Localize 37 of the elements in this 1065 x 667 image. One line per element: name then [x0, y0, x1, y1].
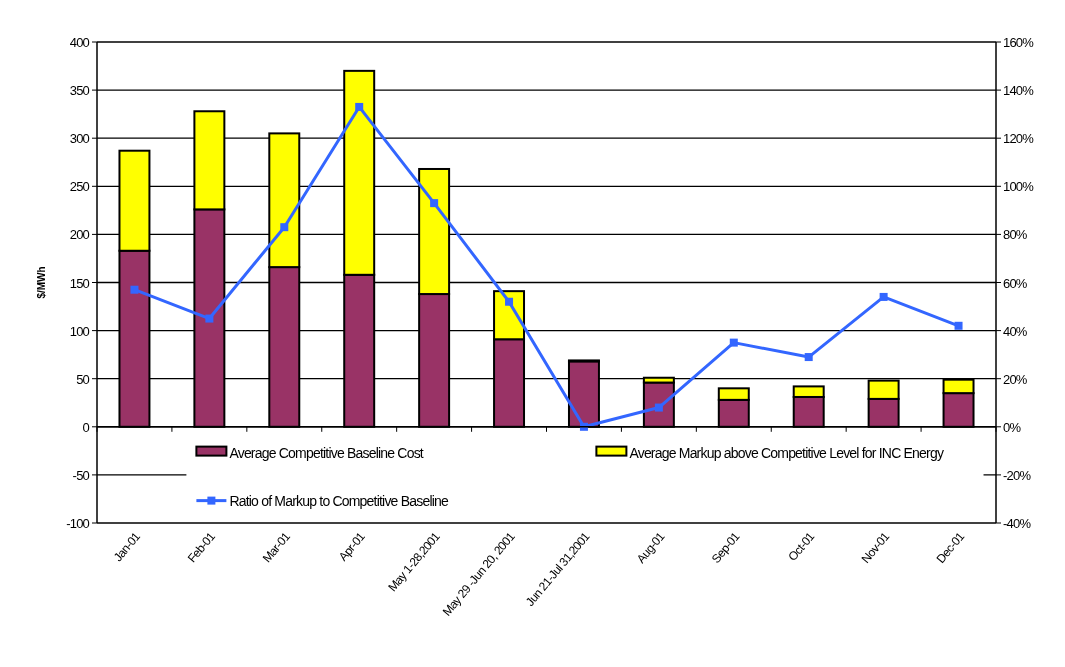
y-tick-label: 350: [69, 83, 90, 99]
y2-tick-label: 140%: [1003, 83, 1035, 99]
point: [729, 338, 738, 347]
y-tick-label: 100: [69, 323, 90, 339]
point: [654, 403, 663, 412]
point: [879, 292, 888, 301]
point: [954, 321, 963, 330]
y2-tick-label: 20%: [1003, 371, 1028, 387]
point: [205, 314, 214, 323]
y2-tick-label: 100%: [1003, 179, 1035, 195]
y-tick-label: 250: [69, 179, 90, 195]
y2-tick-label: 80%: [1003, 227, 1028, 243]
y2-tick-label: 0%: [1003, 419, 1022, 435]
point: [130, 285, 139, 294]
y-tick-label: 400: [69, 35, 90, 50]
point: [355, 102, 364, 111]
y2-tick-label: 60%: [1003, 275, 1028, 291]
y2-tick-label: -40%: [1003, 516, 1032, 531]
point: [280, 223, 289, 232]
point: [505, 297, 514, 306]
y-tick-label: -100: [66, 516, 90, 531]
legend-label: Average Competitive Baseline Cost: [229, 444, 424, 461]
y-tick-label: 0: [82, 419, 90, 435]
y-tick-label: -50: [72, 467, 90, 483]
point: [430, 199, 439, 208]
point: [804, 353, 813, 362]
y-tick-label: 200: [69, 227, 90, 243]
y2-tick-label: -20%: [1003, 467, 1032, 483]
legend-label: Average Markup above Competitive Level for INC Energy: [629, 444, 944, 461]
y-tick-label: 300: [69, 131, 90, 147]
legend-label: Ratio of Markup to Competitive Baseline: [229, 492, 449, 509]
y-axis-title: $/MWh: [36, 266, 47, 299]
y2-tick-label: 160%: [1003, 35, 1035, 50]
y2-tick-label: 40%: [1003, 323, 1028, 339]
y-tick-label: 150: [69, 275, 90, 291]
y-tick-label: 50: [76, 371, 90, 387]
y2-tick-label: 120%: [1003, 131, 1035, 147]
